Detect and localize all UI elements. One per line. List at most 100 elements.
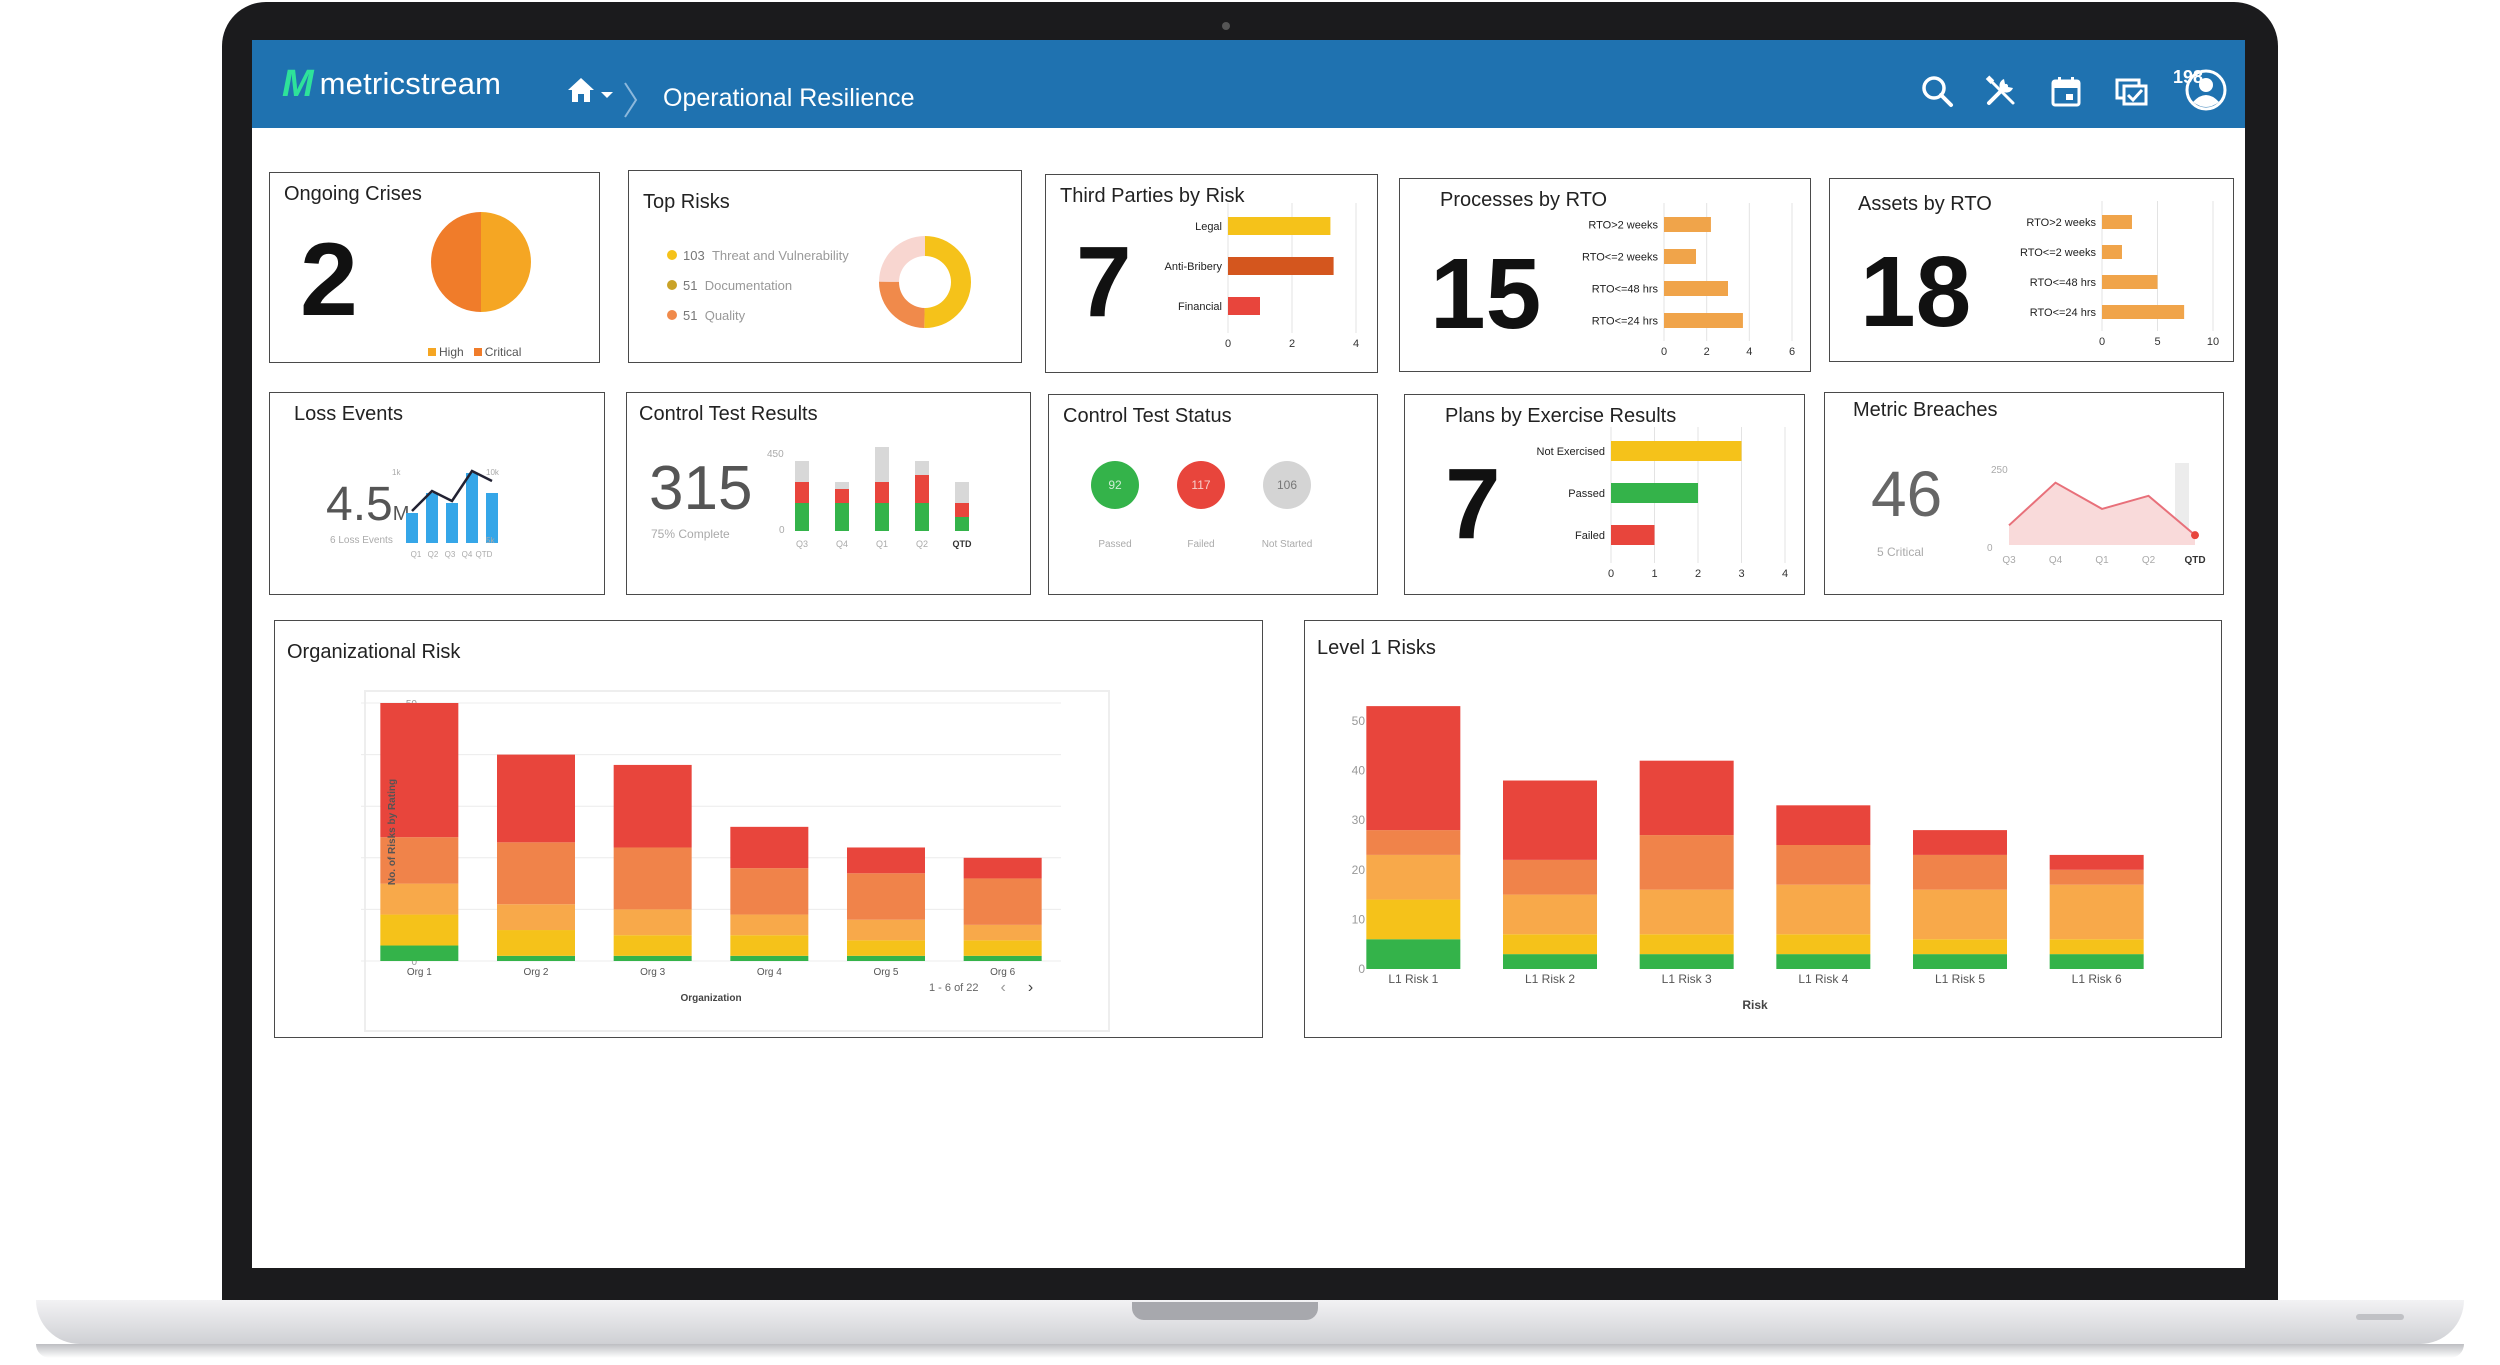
card-ongoing-crises[interactable]: Ongoing Crises 2 High Critical (269, 172, 600, 363)
assets-rto-value: 18 (1860, 236, 1972, 348)
status-circle: 92 (1091, 461, 1139, 509)
camera-dot (1222, 22, 1230, 30)
bar (446, 503, 458, 543)
bar-segment (915, 461, 929, 475)
x-tick-label: Q1 (2095, 555, 2109, 566)
legend-item-high: High (428, 345, 464, 359)
bar (486, 493, 498, 543)
x-tick-label: L1 Risk 5 (1935, 972, 1985, 986)
trend-line (411, 469, 493, 512)
card-assets-rto[interactable]: Assets by RTO 18 0 5 10 RTO>2 weeks RTO<=2 w… (1829, 178, 2234, 362)
y-tick-label: 1k (392, 468, 401, 477)
x-tick-label: 4 (1782, 568, 1788, 580)
screen: M metricstream Operational Resilience (252, 40, 2245, 1268)
card-plans-exercise[interactable]: Plans by Exercise Results 7 0 1 2 3 4 Not Exe… (1404, 394, 1805, 595)
logo[interactable]: M metricstream (282, 62, 501, 105)
bar-segment (613, 955, 692, 961)
calendar-icon[interactable] (2049, 74, 2083, 108)
bar-segment (795, 482, 809, 503)
status-label: Failed (1187, 539, 1215, 550)
bar (1611, 483, 1698, 503)
legend-item: 51 Quality (667, 301, 849, 331)
y-tick-label: 0 (411, 957, 417, 968)
card-top-risks[interactable]: Top Risks 103 Threat and Vulnerability 5… (628, 170, 1022, 363)
bar-segment (730, 935, 809, 956)
search-icon[interactable] (1920, 74, 1954, 108)
bar (1664, 313, 1743, 328)
x-tick-label: 0 (2099, 336, 2105, 348)
tasks-icon[interactable] (2114, 74, 2150, 108)
bar (466, 473, 478, 543)
y-tick-label: 20 (1352, 863, 1366, 877)
assets-rto-chart: 0 5 10 RTO>2 weeks RTO<=2 weeks RTO<=48 hrs RT… (2020, 201, 2219, 348)
bar-segment (915, 475, 929, 503)
card-title: Level 1 Risks (1317, 637, 1436, 659)
pager-label: 1 - 6 of 22 (929, 982, 979, 994)
category-label: RTO<=2 weeks (2020, 247, 2097, 259)
bar (1228, 217, 1331, 235)
card-title: Metric Breaches (1853, 399, 1998, 421)
x-tick-label: 2 (1695, 568, 1701, 580)
card-level1-risks[interactable]: Level 1 Risks 0 10 20 30 40 50 L1 Risk 1 L1 Ris… (1304, 620, 2222, 1038)
bar-segment (1639, 934, 1734, 955)
bar-segment (1503, 894, 1597, 935)
x-tick-label: Q3 (2002, 555, 2016, 566)
bar-segment (2049, 939, 2144, 955)
bar-segment (2049, 884, 2144, 940)
y-tick-top: 450 (767, 449, 784, 460)
category-label: Anti-Bribery (1165, 261, 1223, 273)
bar (2102, 305, 2185, 319)
category-label: RTO>2 weeks (1588, 220, 1658, 232)
user-icon[interactable] (2184, 68, 2228, 112)
y-tick-label: 30 (1352, 813, 1366, 827)
card-loss-events[interactable]: Loss Events 4.5M 6 Loss Events Q1 Q2 Q3 Q4 Q… (269, 392, 605, 595)
card-processes-rto[interactable]: Processes by RTO 15 0 2 4 6 RTO>2 weeks RTO<=… (1399, 178, 1811, 372)
logo-mark-icon: M (282, 62, 314, 105)
card-control-test-results[interactable]: Control Test Results 315 75% Complete 45… (626, 392, 1031, 595)
bar-segment (1639, 889, 1734, 935)
x-tick-label: L1 Risk 3 (1662, 972, 1712, 986)
plans-exercise-chart: 0 1 2 3 4 Not Exercised Passed Failed (1537, 427, 1788, 580)
bar-segment (835, 482, 849, 489)
area-fill (2009, 482, 2195, 545)
metric-breaches-chart: Q3 Q4 Q1 Q2 QTD (2002, 463, 2206, 566)
y-axis-label: No. of Risks by Rating (387, 779, 398, 885)
y-tick-label: 10 (1352, 912, 1366, 926)
bar (1664, 217, 1711, 232)
loss-events-value: 4.5M (326, 478, 410, 531)
bar-segment (955, 503, 969, 517)
x-tick-label: Q1 (411, 550, 422, 559)
tools-icon[interactable] (1984, 74, 2018, 108)
bar (406, 513, 418, 543)
pager-next-icon[interactable]: › (1027, 979, 1034, 996)
chevron-down-icon[interactable] (600, 90, 614, 100)
card-control-test-status[interactable]: Control Test Status 92 Passed 117 Failed 106… (1048, 394, 1378, 595)
card-organizational-risk[interactable]: Organizational Risk 01020304050Org 1Org … (274, 620, 1263, 1038)
x-tick-label: 6 (1789, 346, 1795, 358)
y-tick-label: 50 (1352, 714, 1366, 728)
card-metric-breaches[interactable]: Metric Breaches 46 5 Critical 250 0 Q3 Q4… (1824, 392, 2224, 595)
pie-slice-high (481, 212, 531, 312)
card-title: Assets by RTO (1858, 193, 1992, 215)
bar-segment (730, 955, 809, 961)
bar-segment (963, 955, 1042, 961)
bar (2102, 245, 2122, 259)
chart-frame (364, 690, 1110, 1032)
x-tick-label: Org 3 (640, 967, 665, 978)
card-title: Third Parties by Risk (1060, 185, 1245, 207)
bar-segment (613, 935, 692, 956)
bar-segment (497, 955, 575, 961)
home-button[interactable] (566, 76, 596, 109)
bar-segment (1366, 830, 1461, 855)
bar-segment (1366, 939, 1461, 969)
x-tick-label: 4 (1746, 346, 1752, 358)
last-point (2191, 531, 2199, 540)
status-label: Not Started (1261, 539, 1313, 550)
pager-prev-icon[interactable]: ‹ (1000, 979, 1006, 996)
x-tick-label: Q2 (916, 539, 928, 549)
laptop-indicator (2356, 1314, 2404, 1320)
card-third-parties[interactable]: Third Parties by Risk 7 0 2 4 Legal Anti-Bri… (1045, 174, 1378, 373)
bar-segment (1503, 780, 1597, 860)
bar-segment (963, 878, 1042, 925)
